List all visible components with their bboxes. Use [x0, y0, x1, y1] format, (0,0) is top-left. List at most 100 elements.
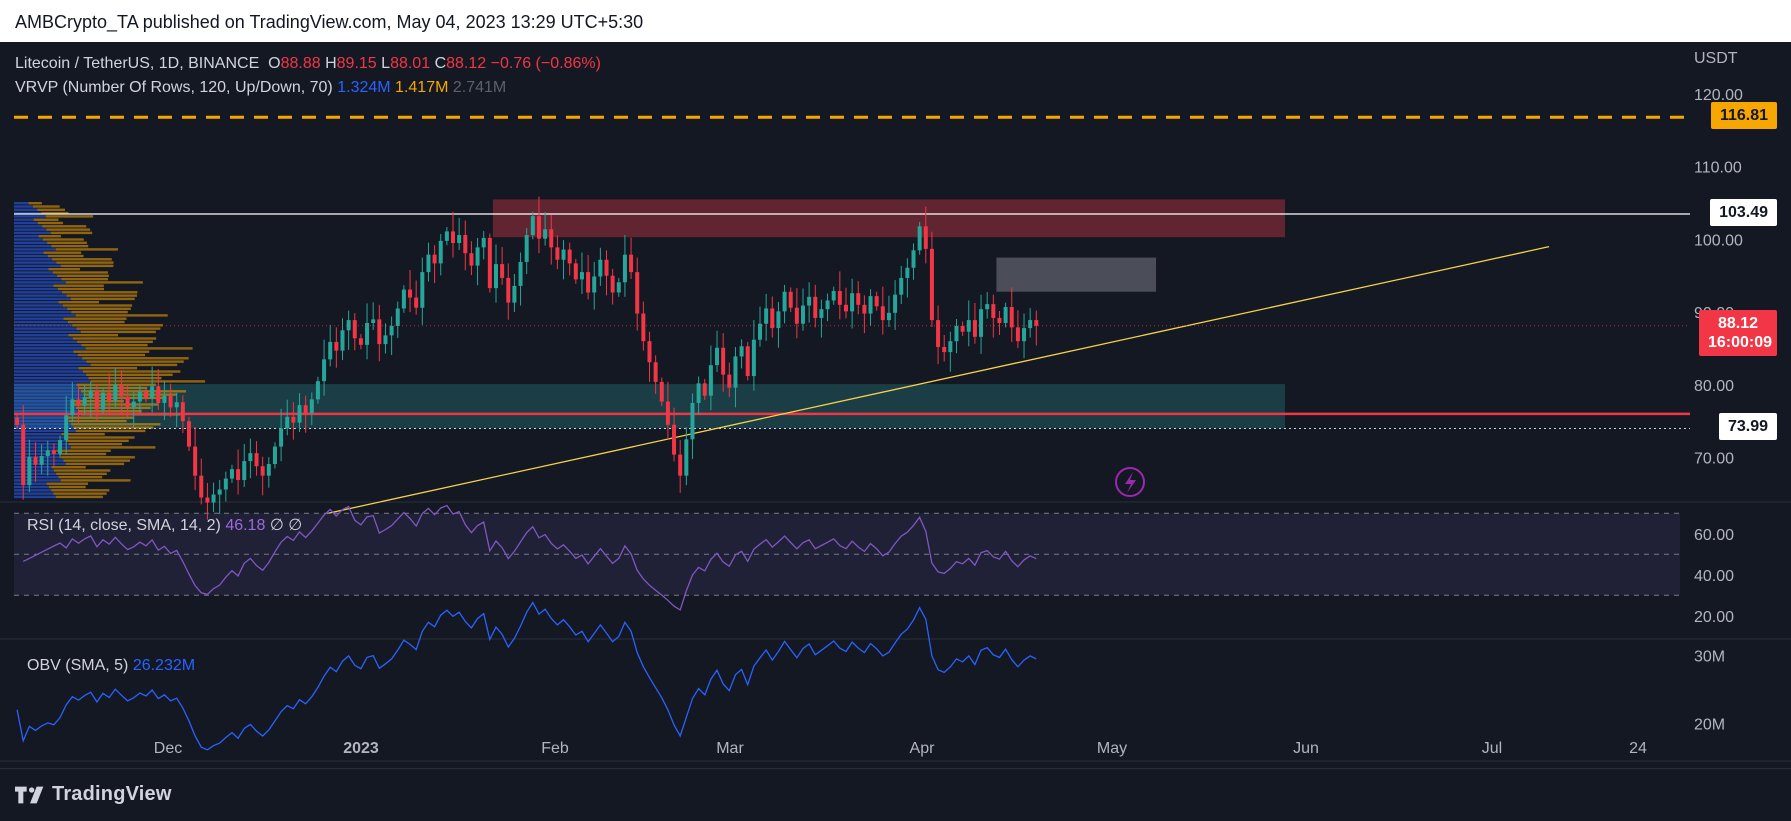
vp-down-bar	[62, 304, 133, 307]
vp-up-bar	[14, 495, 56, 499]
vp-down-bar	[77, 340, 153, 343]
candle-body	[942, 346, 947, 353]
candle-body	[438, 240, 443, 264]
rsi-value: 46.18	[225, 517, 266, 534]
vp-down-bar	[62, 291, 138, 294]
change-value: −0.76 (−0.86%)	[490, 55, 601, 72]
vp-down-bar	[60, 264, 114, 268]
candle-body	[162, 395, 167, 403]
vp-down-bar	[43, 251, 82, 254]
open-value: 88.88	[280, 55, 321, 72]
candle-body	[573, 263, 578, 280]
vp-up-bar	[14, 380, 91, 383]
obv-label[interactable]: OBV (SMA, 5)	[27, 657, 129, 674]
vp-down-bar	[55, 495, 103, 499]
vp-up-bar	[14, 347, 86, 350]
vp-up-bar	[14, 340, 78, 343]
tradingview-logo-icon	[15, 786, 44, 803]
vp-up-bar	[14, 244, 52, 248]
candle-body	[82, 397, 87, 406]
candle-body	[690, 402, 695, 440]
vp-up-bar	[14, 409, 79, 413]
candle-body	[481, 237, 486, 248]
vp-down-bar	[68, 442, 122, 446]
candle-body	[150, 386, 155, 398]
candle-body	[567, 249, 572, 264]
candle-body	[426, 254, 431, 273]
candle-body	[825, 300, 830, 310]
vp-down-bar	[57, 274, 109, 277]
brand-name: TradingView	[52, 783, 172, 805]
candle-body	[880, 306, 885, 321]
candle-body	[972, 320, 977, 337]
vp-up-bar	[14, 360, 87, 363]
candle-body	[254, 453, 259, 467]
candle-body	[549, 229, 554, 248]
vrvp-row: VRVP (Number Of Rows, 120, Up/Down, 70) …	[15, 76, 601, 100]
candle-body	[211, 494, 216, 503]
vp-up-bar	[14, 241, 48, 244]
candle-body	[678, 454, 683, 476]
vp-up-bar	[14, 238, 43, 241]
rsi-label[interactable]: RSI (14, close, SMA, 14, 2)	[27, 517, 221, 534]
vp-down-bar	[76, 383, 157, 386]
candle-body	[592, 276, 597, 293]
vp-down-bar	[52, 258, 112, 261]
vp-down-bar	[67, 320, 125, 324]
vrvp-label[interactable]: VRVP (Number Of Rows, 120, Up/Down, 70)	[15, 79, 333, 96]
vp-up-bar	[14, 390, 82, 393]
high-value: 89.15	[336, 55, 377, 72]
vp-down-bar	[58, 452, 107, 456]
vp-down-bar	[51, 489, 110, 492]
candle-body	[899, 277, 904, 295]
obv-value: 26.232M	[132, 657, 196, 674]
zone-resistance	[492, 199, 1285, 238]
candle-body	[260, 466, 265, 476]
candle-body	[334, 341, 339, 351]
vp-up-bar	[14, 284, 54, 287]
candle-body	[954, 325, 959, 342]
candle-body	[27, 456, 32, 486]
vp-down-bar	[66, 294, 137, 297]
candle-body	[493, 264, 498, 289]
price-tag-resistance: 103.49	[1710, 199, 1777, 226]
candle-body	[696, 383, 701, 403]
vp-up-bar	[14, 297, 71, 301]
vp-up-bar	[14, 281, 66, 284]
vp-up-bar	[14, 261, 57, 264]
vrvp-total-value: 2.741M	[452, 79, 507, 96]
candle-body	[322, 359, 327, 382]
candle-body	[524, 235, 529, 262]
candle-body	[794, 307, 799, 324]
vp-up-bar	[14, 419, 69, 423]
low-label: L	[381, 55, 391, 72]
price-chart[interactable]: 120.00110.00100.0090.0080.0070.0060.0040…	[0, 42, 1791, 768]
brand[interactable]: TradingView	[15, 783, 172, 806]
vp-down-bar	[73, 350, 150, 353]
vp-down-bar	[78, 386, 148, 390]
vp-down-bar	[56, 261, 114, 264]
symbol-title[interactable]: Litecoin / TetherUS, 1D, BINANCE	[15, 55, 260, 72]
chart-area[interactable]: 120.00110.00100.0090.0080.0070.0060.0040…	[0, 42, 1791, 768]
price-tag-upper: 116.81	[1710, 102, 1777, 129]
vp-up-bar	[14, 429, 76, 433]
rsi-tick: 60.00	[1694, 527, 1734, 544]
candle-body	[536, 216, 541, 239]
candle-body	[715, 347, 720, 366]
candle-body	[653, 362, 658, 382]
candle-body	[500, 264, 505, 278]
candle-body	[469, 253, 474, 266]
vp-down-bar	[72, 324, 163, 327]
vp-up-bar	[14, 330, 81, 334]
candle-body	[616, 282, 621, 293]
candle-body	[936, 320, 941, 347]
vp-up-bar	[14, 367, 79, 370]
vp-up-bar	[14, 215, 46, 218]
chart-legend: Litecoin / TetherUS, 1D, BINANCE O88.88 …	[15, 52, 601, 100]
candle-body	[641, 313, 646, 342]
rsi-line	[22, 504, 1037, 611]
candle-body	[137, 392, 142, 402]
price-tick: 80.00	[1694, 378, 1734, 395]
candle-body	[88, 390, 93, 398]
vp-down-bar	[53, 284, 104, 287]
